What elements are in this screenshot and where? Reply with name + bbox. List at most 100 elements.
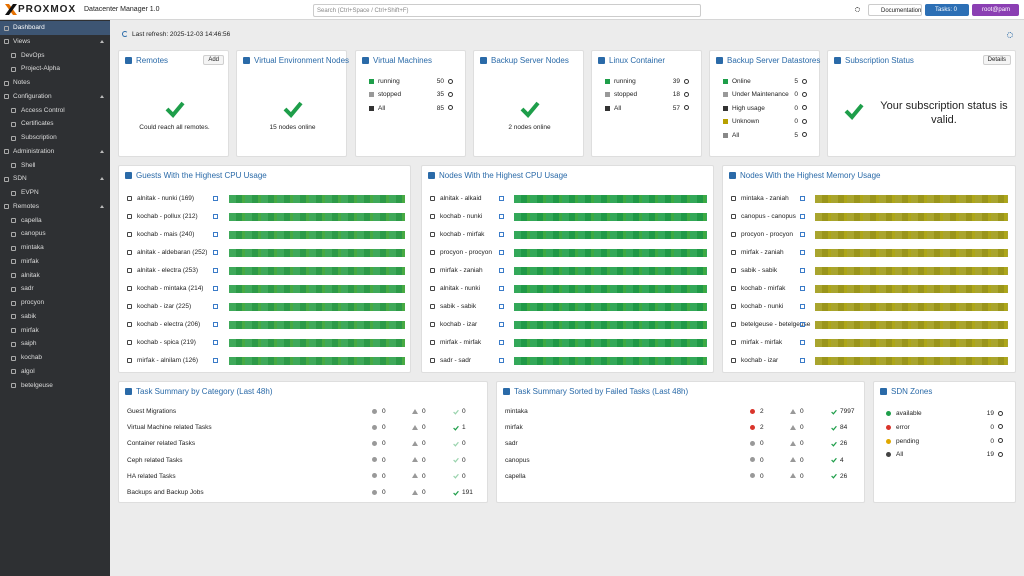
search-icon[interactable] (448, 91, 453, 97)
error-icon[interactable] (750, 440, 755, 446)
nav-item[interactable]: mirfak (0, 255, 110, 269)
nav-item[interactable]: procyon (0, 296, 110, 310)
error-icon[interactable] (372, 489, 377, 495)
error-icon[interactable] (372, 457, 377, 463)
open-link[interactable] (213, 339, 218, 345)
search-icon[interactable] (802, 118, 807, 124)
open-link[interactable] (213, 213, 218, 219)
open-link[interactable] (499, 339, 504, 345)
nav-item[interactable]: Notes (0, 76, 110, 90)
open-link[interactable] (800, 303, 805, 309)
nav-item[interactable]: Administration (0, 145, 110, 159)
nav-item[interactable]: Project-Alpha (0, 62, 110, 76)
nav-item[interactable]: mintaka (0, 241, 110, 255)
nav-item[interactable]: algol (0, 365, 110, 379)
card-button[interactable]: Details (982, 55, 1011, 65)
search-icon[interactable] (684, 91, 689, 97)
card-button[interactable]: Add (203, 55, 224, 65)
warning-icon[interactable] (790, 440, 796, 446)
settings-icon[interactable] (1007, 32, 1013, 38)
search-icon[interactable] (684, 105, 689, 111)
warning-icon[interactable] (790, 408, 796, 414)
refresh-icon[interactable] (122, 31, 128, 37)
nav-item[interactable]: sadr (0, 282, 110, 296)
warning-icon[interactable] (790, 457, 796, 463)
nav-item[interactable]: Shell (0, 159, 110, 173)
open-link[interactable] (213, 195, 218, 201)
search-icon[interactable] (802, 105, 807, 111)
nav-item[interactable]: EVPN (0, 186, 110, 200)
nav-item[interactable]: Certificates (0, 117, 110, 131)
nav-item[interactable]: Subscription (0, 131, 110, 145)
open-link[interactable] (800, 285, 805, 291)
nav-item[interactable]: betelgeuse (0, 379, 110, 393)
open-link[interactable] (213, 357, 218, 363)
open-link[interactable] (213, 303, 218, 309)
search-icon[interactable] (998, 410, 1003, 416)
open-link[interactable] (499, 195, 504, 201)
open-link[interactable] (499, 213, 504, 219)
warning-icon[interactable] (412, 457, 418, 463)
open-link[interactable] (499, 231, 504, 237)
warning-icon[interactable] (412, 424, 418, 430)
error-icon[interactable] (750, 457, 755, 463)
search-icon[interactable] (802, 91, 807, 97)
search-box[interactable]: Search (Ctrl+Space / Ctrl+Shift+F) (313, 4, 701, 17)
nav-item[interactable]: capella (0, 214, 110, 228)
open-link[interactable] (800, 249, 805, 255)
search-icon[interactable] (998, 451, 1003, 457)
search-icon[interactable] (448, 105, 453, 111)
nav-item[interactable]: sabik (0, 310, 110, 324)
warning-icon[interactable] (790, 424, 796, 430)
nav-item[interactable]: alnitak (0, 269, 110, 283)
open-link[interactable] (213, 285, 218, 291)
open-link[interactable] (800, 321, 805, 327)
search-icon[interactable] (998, 438, 1003, 444)
open-link[interactable] (800, 339, 805, 345)
open-link[interactable] (213, 267, 218, 273)
nav-item[interactable]: mirfak (0, 324, 110, 338)
user-button[interactable]: root@pam (972, 4, 1019, 16)
search-icon[interactable] (802, 132, 807, 138)
warning-icon[interactable] (412, 408, 418, 414)
warning-icon[interactable] (412, 440, 418, 446)
nav-item[interactable]: Views (0, 35, 110, 49)
nav-item[interactable]: canopus (0, 227, 110, 241)
error-icon[interactable] (372, 473, 377, 479)
open-link[interactable] (499, 285, 504, 291)
nav-item[interactable]: kochab (0, 351, 110, 365)
open-link[interactable] (800, 267, 805, 273)
error-icon[interactable] (750, 424, 755, 430)
search-icon[interactable] (448, 78, 453, 84)
error-icon[interactable] (750, 473, 755, 479)
warning-icon[interactable] (412, 489, 418, 495)
theme-icon[interactable] (855, 7, 860, 12)
nav-item[interactable]: SDN (0, 172, 110, 186)
open-link[interactable] (499, 249, 504, 255)
nav-item[interactable]: saiph (0, 337, 110, 351)
nav-item[interactable]: DevOps (0, 49, 110, 63)
warning-icon[interactable] (790, 473, 796, 479)
open-link[interactable] (499, 321, 504, 327)
open-link[interactable] (213, 249, 218, 255)
error-icon[interactable] (750, 408, 755, 414)
nav-item[interactable]: Configuration (0, 90, 110, 104)
open-link[interactable] (800, 231, 805, 237)
search-icon[interactable] (802, 78, 807, 84)
warning-icon[interactable] (412, 473, 418, 479)
open-link[interactable] (800, 195, 805, 201)
open-link[interactable] (499, 303, 504, 309)
tasks-button[interactable]: Tasks: 0 (925, 4, 969, 16)
search-icon[interactable] (998, 424, 1003, 430)
open-link[interactable] (499, 357, 504, 363)
nav-item[interactable]: Access Control (0, 104, 110, 118)
open-link[interactable] (800, 357, 805, 363)
open-link[interactable] (213, 321, 218, 327)
error-icon[interactable] (372, 408, 377, 414)
documentation-button[interactable]: Documentation (868, 4, 922, 16)
open-link[interactable] (499, 267, 504, 273)
open-link[interactable] (213, 231, 218, 237)
nav-item[interactable]: Dashboard (0, 21, 110, 35)
error-icon[interactable] (372, 424, 377, 430)
search-icon[interactable] (684, 78, 689, 84)
